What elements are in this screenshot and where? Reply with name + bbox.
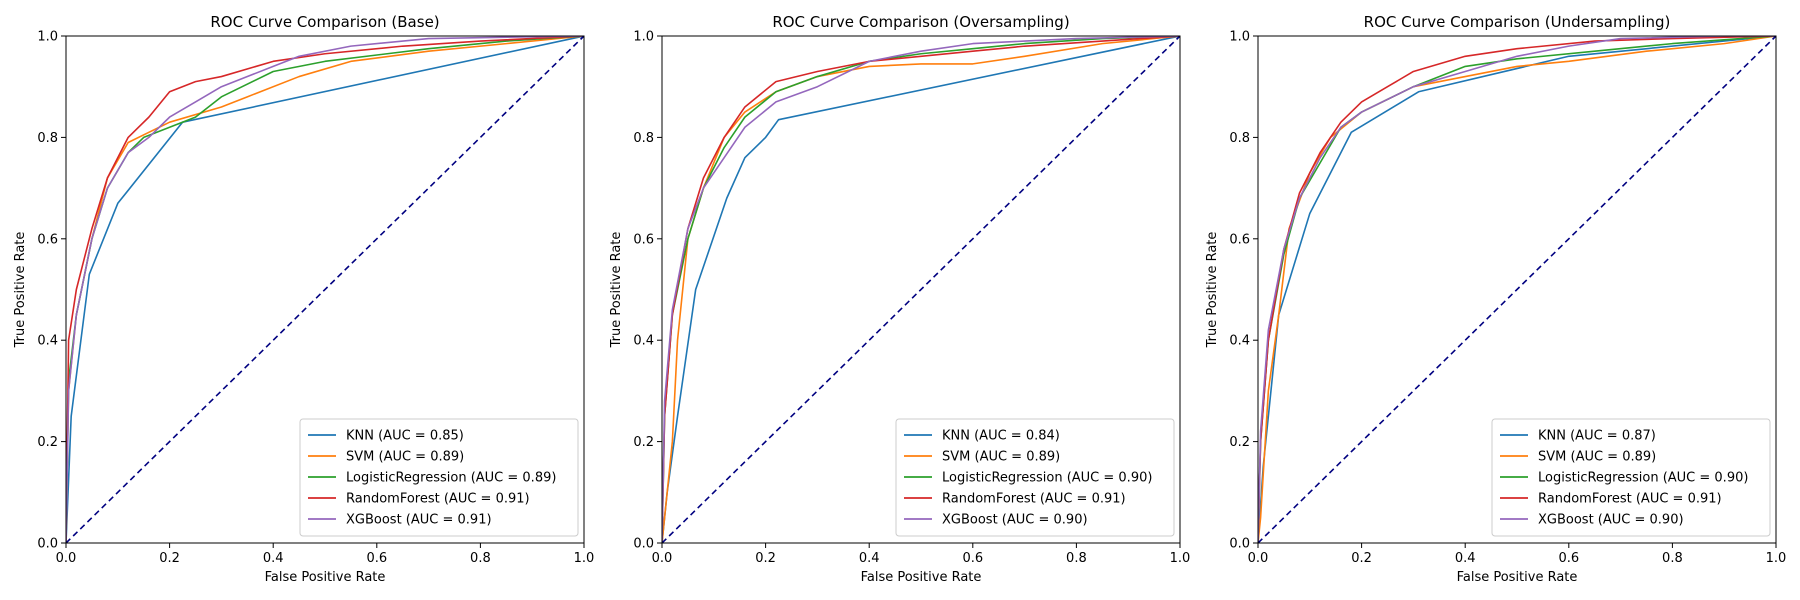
plot-frame [1257, 35, 1777, 544]
legend-label: LogisticRegression (AUC = 0.90) [942, 471, 1152, 486]
legend-box [895, 418, 1175, 537]
x-tick-label: 1.0 [1766, 551, 1787, 566]
chart-title: ROC Curve Comparison (Base) [210, 13, 439, 31]
x-tick-label: 0.6 [1558, 551, 1579, 566]
y-tick-label: 0.8 [633, 131, 654, 146]
chance-diagonal [662, 36, 1180, 543]
x-tick-label: 0.6 [962, 551, 983, 566]
legend-label: LogisticRegression (AUC = 0.90) [1538, 471, 1748, 486]
x-tick-label: 0.4 [1455, 551, 1476, 566]
x-axis-label: False Positive Rate [1457, 570, 1578, 585]
roc-line-5 [662, 36, 1180, 543]
y-tick-label: 0.0 [1229, 537, 1250, 552]
x-axis-label: False Positive Rate [265, 570, 386, 585]
plot-frame [661, 35, 1181, 544]
y-tick-label: 1.0 [37, 30, 58, 45]
plot-frame [65, 35, 585, 544]
series-lines [1258, 36, 1776, 543]
y-tick-label: 0.6 [633, 232, 654, 247]
legend-label: KNN (AUC = 0.85) [346, 429, 464, 444]
y-tick-label: 1.0 [1229, 30, 1250, 45]
legend: KNN (AUC = 0.87) SVM (AUC = 0.89) Logistic… [1491, 418, 1771, 537]
legend-label: SVM (AUC = 0.89) [942, 450, 1060, 465]
legend-label: RandomForest (AUC = 0.91) [1538, 492, 1722, 507]
series-lines [662, 36, 1180, 543]
chance-diagonal [66, 36, 584, 543]
legend: KNN (AUC = 0.85) SVM (AUC = 0.89) Logistic… [299, 418, 579, 537]
x-tick-label: 0.2 [159, 551, 180, 566]
y-tick-label: 0.8 [37, 131, 58, 146]
chart-title: ROC Curve Comparison (Undersampling) [1364, 13, 1671, 31]
y-axis-label: True Positive Rate [13, 232, 28, 349]
legend-label: RandomForest (AUC = 0.91) [346, 492, 530, 507]
y-tick-label: 0.4 [633, 334, 654, 349]
x-tick-label: 0.2 [755, 551, 776, 566]
y-axis-label: True Positive Rate [1205, 232, 1220, 349]
series-lines [66, 36, 584, 543]
x-tick-label: 0.8 [1662, 551, 1683, 566]
x-tick-label: 0.4 [263, 551, 284, 566]
roc-panel-1: ROC Curve Comparison (Base) 0.0 0.2 0.4 0.6 0… [13, 13, 594, 585]
roc-line-4 [1258, 36, 1776, 543]
x-tick-label: 0.0 [652, 551, 673, 566]
y-tick-label: 0.6 [37, 232, 58, 247]
legend: KNN (AUC = 0.84) SVM (AUC = 0.89) Logistic… [895, 418, 1175, 537]
roc-line-2 [662, 36, 1180, 543]
legend-label: RandomForest (AUC = 0.91) [942, 492, 1126, 507]
legend-label: SVM (AUC = 0.89) [1538, 450, 1656, 465]
y-tick-label: 0.2 [633, 435, 654, 450]
x-tick-label: 1.0 [1170, 551, 1191, 566]
roc-line-1 [662, 36, 1180, 543]
legend-label: SVM (AUC = 0.89) [346, 450, 464, 465]
x-tick-label: 0.4 [859, 551, 880, 566]
legend-label: KNN (AUC = 0.87) [1538, 429, 1656, 444]
y-axis-label: True Positive Rate [609, 232, 624, 349]
x-tick-label: 1.0 [574, 551, 595, 566]
y-tick-label: 0.4 [1229, 334, 1250, 349]
legend-box [1491, 418, 1771, 537]
x-tick-label: 0.8 [470, 551, 491, 566]
y-tick-label: 0.0 [633, 537, 654, 552]
legend-label: XGBoost (AUC = 0.91) [346, 513, 492, 528]
y-tick-label: 0.4 [37, 334, 58, 349]
roc-line-4 [66, 36, 584, 543]
chance-diagonal [1258, 36, 1776, 543]
legend-label: KNN (AUC = 0.84) [942, 429, 1060, 444]
roc-line-5 [66, 36, 584, 543]
legend-box [299, 418, 579, 537]
x-tick-label: 0.6 [366, 551, 387, 566]
chart-title: ROC Curve Comparison (Oversampling) [772, 13, 1069, 31]
legend-label: LogisticRegression (AUC = 0.89) [346, 471, 556, 486]
legend-label: XGBoost (AUC = 0.90) [942, 513, 1088, 528]
x-tick-label: 0.0 [56, 551, 77, 566]
roc-line-5 [1258, 36, 1776, 543]
x-tick-label: 0.0 [1248, 551, 1269, 566]
roc-panel-3: ROC Curve Comparison (Undersampling)0.0 0… [1205, 13, 1786, 585]
y-tick-label: 0.0 [37, 537, 58, 552]
roc-panel-2: ROC Curve Comparison (Oversampling)0.0 0.… [609, 13, 1190, 585]
x-tick-label: 0.2 [1351, 551, 1372, 566]
y-tick-label: 0.6 [1229, 232, 1250, 247]
legend-label: XGBoost (AUC = 0.90) [1538, 513, 1684, 528]
x-axis-label: False Positive Rate [861, 570, 982, 585]
y-tick-label: 0.2 [1229, 435, 1250, 450]
y-tick-label: 0.2 [37, 435, 58, 450]
x-tick-label: 0.8 [1066, 551, 1087, 566]
roc-line-1 [66, 36, 584, 543]
y-tick-label: 0.8 [1229, 131, 1250, 146]
y-tick-label: 1.0 [633, 30, 654, 45]
